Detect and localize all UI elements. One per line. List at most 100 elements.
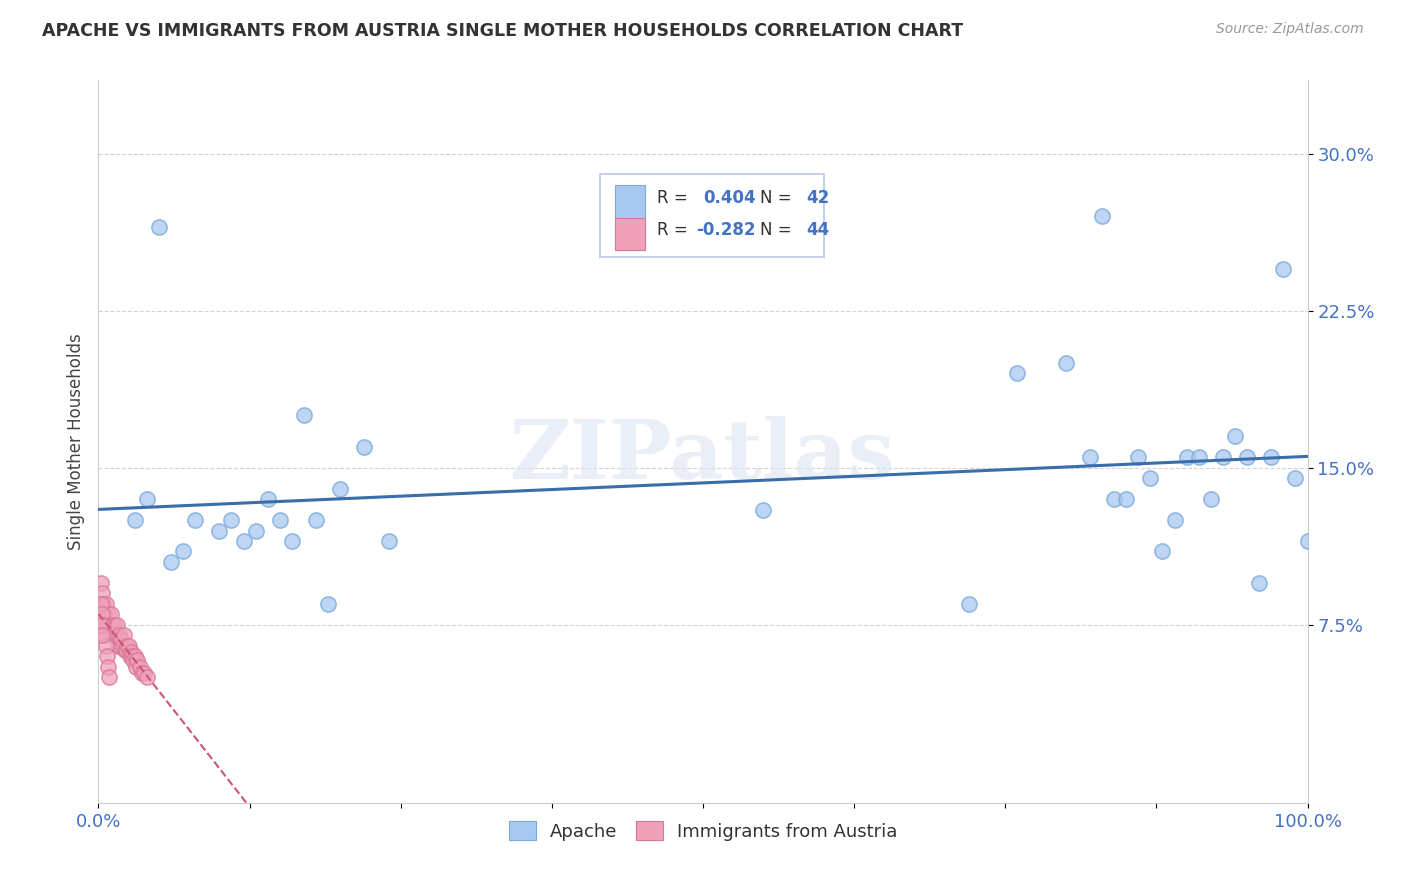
Point xyxy=(1199,492,1222,507)
Text: N =: N = xyxy=(759,189,797,207)
Point xyxy=(135,492,157,507)
Point xyxy=(208,524,231,538)
Point xyxy=(134,665,156,680)
Text: -0.282: -0.282 xyxy=(696,221,755,239)
Point xyxy=(1091,210,1114,224)
Point xyxy=(135,670,157,684)
Point xyxy=(128,659,150,673)
Text: APACHE VS IMMIGRANTS FROM AUSTRIA SINGLE MOTHER HOUSEHOLDS CORRELATION CHART: APACHE VS IMMIGRANTS FROM AUSTRIA SINGLE… xyxy=(42,22,963,40)
Point xyxy=(232,534,254,549)
Point xyxy=(122,653,145,667)
Point xyxy=(97,607,120,622)
Point xyxy=(184,513,207,527)
Point xyxy=(1163,513,1185,527)
Point xyxy=(1223,429,1246,443)
Point xyxy=(125,659,148,673)
Point xyxy=(118,649,141,664)
Point xyxy=(316,597,339,611)
Point xyxy=(1175,450,1198,465)
Point xyxy=(1284,471,1306,485)
Point xyxy=(1249,575,1271,590)
Point xyxy=(269,513,291,527)
Point xyxy=(1102,492,1125,507)
Point xyxy=(1188,450,1211,465)
Point xyxy=(112,628,135,642)
Point xyxy=(256,492,278,507)
Text: 44: 44 xyxy=(806,221,830,239)
Point xyxy=(107,639,129,653)
Text: N =: N = xyxy=(759,221,797,239)
Point xyxy=(90,617,112,632)
Point xyxy=(105,617,128,632)
Point xyxy=(329,482,352,496)
Point xyxy=(127,653,149,667)
Point xyxy=(100,607,122,622)
Point xyxy=(108,628,131,642)
Point xyxy=(1078,450,1101,465)
Point xyxy=(1128,450,1150,465)
Point xyxy=(124,649,146,664)
Point xyxy=(94,597,117,611)
Text: 0.404: 0.404 xyxy=(703,189,755,207)
Point xyxy=(91,597,114,611)
Point xyxy=(96,617,118,632)
Point xyxy=(115,643,138,657)
Point xyxy=(96,649,118,664)
Point xyxy=(90,597,112,611)
Point xyxy=(114,643,136,657)
Text: ZIPatlas: ZIPatlas xyxy=(510,416,896,496)
FancyBboxPatch shape xyxy=(600,174,824,257)
Point xyxy=(121,649,143,664)
Point xyxy=(97,659,120,673)
Point xyxy=(103,617,125,632)
Text: Source: ZipAtlas.com: Source: ZipAtlas.com xyxy=(1216,22,1364,37)
FancyBboxPatch shape xyxy=(614,185,645,218)
Point xyxy=(100,617,122,632)
Point xyxy=(1296,534,1319,549)
Point xyxy=(98,670,121,684)
Point xyxy=(1007,367,1029,381)
Legend: Apache, Immigrants from Austria: Apache, Immigrants from Austria xyxy=(502,814,904,848)
Point xyxy=(120,645,142,659)
Point xyxy=(93,607,115,622)
Point xyxy=(1272,261,1295,276)
Point xyxy=(172,544,194,558)
Point xyxy=(1152,544,1174,558)
Point xyxy=(93,628,115,642)
Point xyxy=(110,632,132,647)
Text: 42: 42 xyxy=(806,189,830,207)
Point xyxy=(111,639,134,653)
Point xyxy=(377,534,399,549)
Point xyxy=(1236,450,1258,465)
Point xyxy=(90,575,112,590)
Point xyxy=(91,628,114,642)
Point xyxy=(305,513,328,527)
FancyBboxPatch shape xyxy=(614,218,645,250)
Point xyxy=(124,513,146,527)
Point xyxy=(160,555,183,569)
Point xyxy=(1054,356,1077,370)
Point xyxy=(148,219,170,234)
Point xyxy=(91,586,114,600)
Point xyxy=(752,502,775,516)
Point xyxy=(292,409,315,423)
Point xyxy=(131,665,153,680)
Text: R =: R = xyxy=(657,189,693,207)
Point xyxy=(94,639,117,653)
Point xyxy=(245,524,267,538)
Point xyxy=(91,617,114,632)
Point xyxy=(957,597,980,611)
Point xyxy=(118,639,141,653)
Y-axis label: Single Mother Households: Single Mother Households xyxy=(66,334,84,549)
Point xyxy=(91,607,114,622)
Point xyxy=(1212,450,1234,465)
Point xyxy=(117,639,139,653)
Point xyxy=(108,639,131,653)
Text: R =: R = xyxy=(657,221,693,239)
Point xyxy=(353,440,375,454)
Point xyxy=(104,628,127,642)
Point xyxy=(221,513,243,527)
Point xyxy=(1260,450,1282,465)
Point xyxy=(281,534,304,549)
Point xyxy=(1115,492,1137,507)
